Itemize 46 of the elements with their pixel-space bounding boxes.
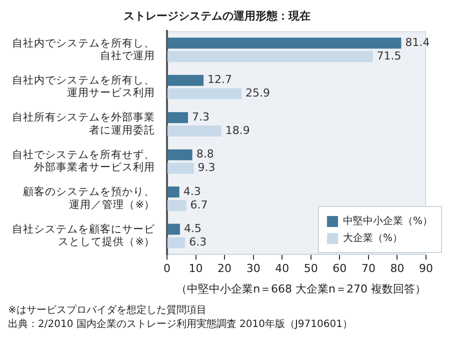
x-tick-label: 30 [246, 262, 260, 276]
data-label: 4.3 [183, 184, 201, 198]
y-tick-label: 自社内でシステムを所有し、運用サービス利用 [12, 73, 155, 100]
data-label: 4.5 [184, 222, 202, 236]
bar [168, 224, 180, 235]
bar [168, 186, 180, 198]
bar [168, 200, 186, 211]
bar [168, 38, 402, 49]
legend-label: 大企業（%） [343, 232, 403, 245]
data-label: 18.9 [225, 124, 250, 137]
x-tick-label: 10 [188, 262, 203, 276]
bar [168, 125, 222, 136]
x-tick-label: 20 [218, 262, 232, 276]
data-label: 71.5 [376, 49, 402, 62]
legend-label: 中堅中小企業（%） [343, 214, 433, 228]
bar [168, 112, 188, 124]
x-tick-label: 90 [419, 262, 433, 276]
bar [168, 74, 204, 86]
y-tick-label: 自社所有システムを外部事業者に運用委託 [12, 110, 155, 136]
data-label: 7.3 [192, 110, 210, 124]
y-tick-label: 自社内でシステムを所有し、自社で運用 [12, 36, 155, 62]
text: ※はサービスプロバイダを想定した質問項目 [8, 304, 208, 318]
bar [168, 51, 373, 62]
y-tick-label: 自社システムを顧客にサービスとして提供（※） [12, 222, 156, 248]
data-label: 25.9 [246, 86, 270, 100]
x-tick-label: 0 [164, 262, 170, 276]
bar [168, 88, 242, 100]
source-note: 出典：2/2010 国内企業のストレージ利用実態調査 2010年版（J9710601） [8, 318, 354, 332]
x-tick-label: 80 [390, 262, 404, 276]
bar [168, 237, 186, 248]
y-tick-label: 顧客のシステムを預かり、運用／管理（※） [23, 185, 155, 211]
x-tick-label: 70 [361, 262, 376, 276]
data-label: 8.8 [196, 148, 214, 161]
data-label: 6.7 [190, 198, 208, 212]
bar [168, 149, 192, 160]
data-label: 12.7 [208, 73, 232, 86]
chart-title: ストレージシステムの運用形態：現在 [124, 9, 310, 22]
x-tick-label: 40 [275, 262, 290, 276]
x-tick-label: 60 [332, 262, 347, 276]
x-axis-title: （中堅中小企業n＝668 大企業n＝270 複数回答） [176, 282, 426, 296]
data-label: 9.3 [198, 161, 216, 174]
x-tick-label: 50 [304, 262, 318, 276]
data-label: 6.3 [189, 236, 207, 249]
y-tick-label: 自社でシステムを所有せず、外部事業者サービス利用 [12, 148, 155, 174]
data-label: 81.4 [405, 36, 430, 49]
bar [168, 162, 194, 174]
